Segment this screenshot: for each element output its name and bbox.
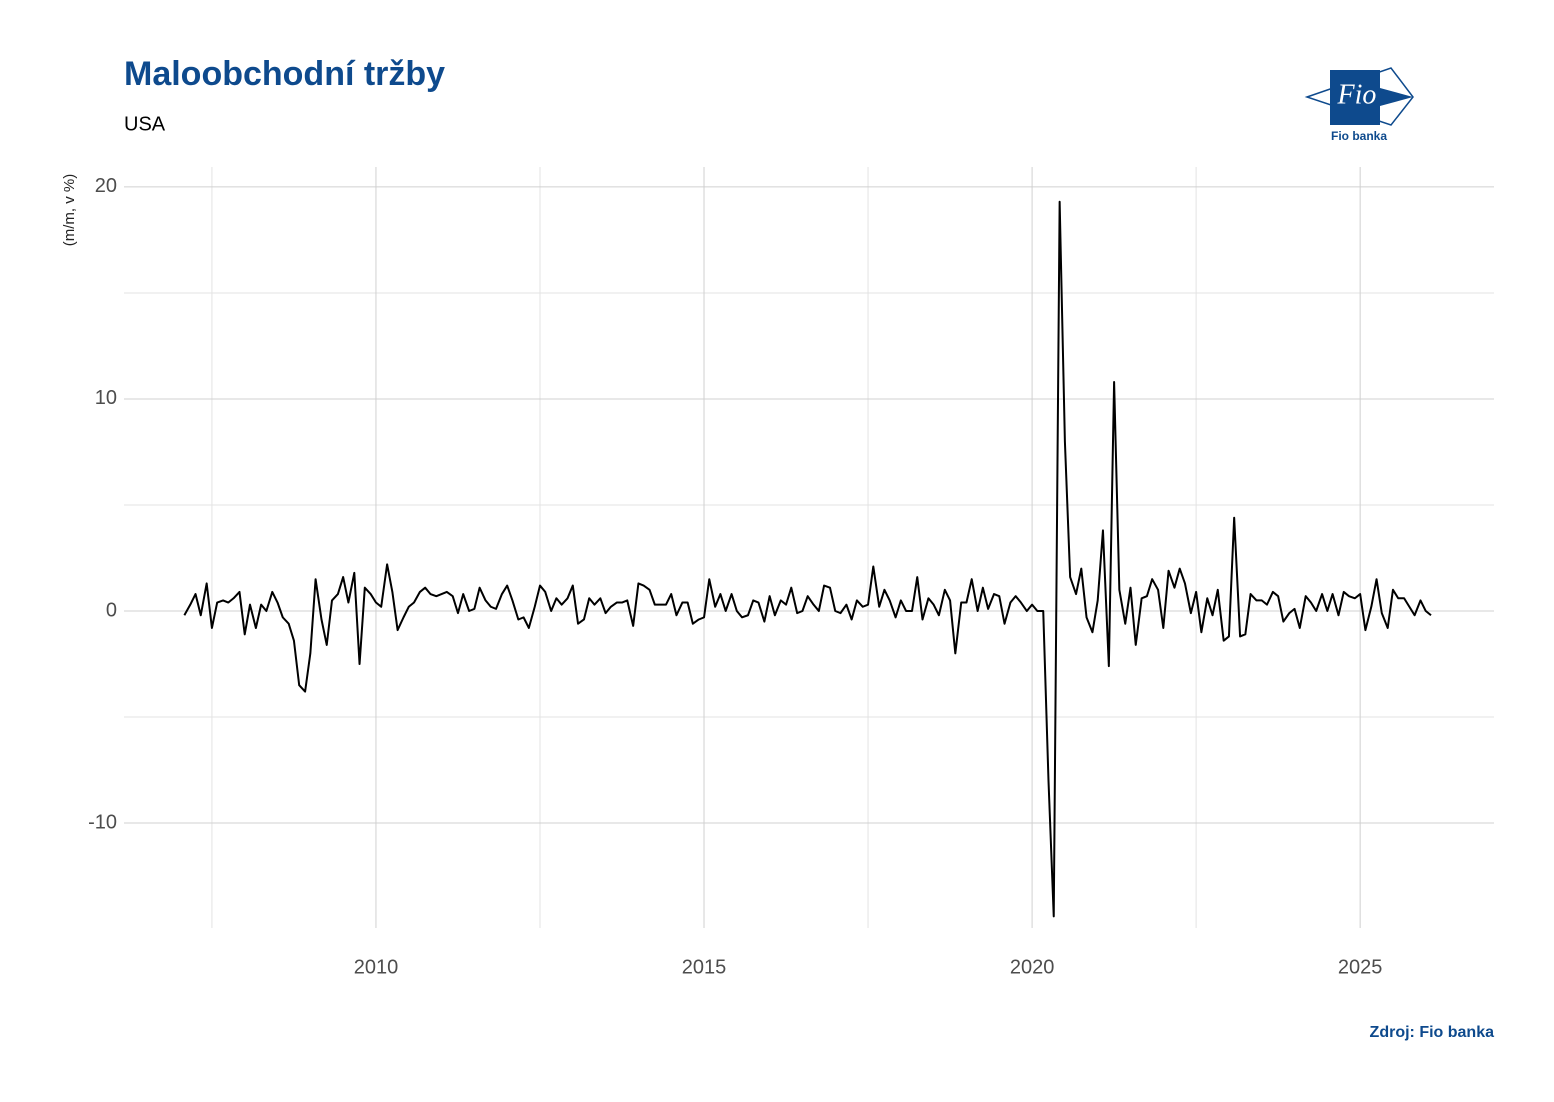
source: Zdroj: Fio banka — [1370, 1024, 1495, 1041]
logo: Fio Fio banka — [1304, 67, 1414, 143]
grid — [124, 167, 1494, 928]
y-axis-label: (m/m, v %) — [61, 174, 78, 247]
logo-caption: Fio banka — [1331, 129, 1387, 143]
y-tick-label: -10 — [88, 811, 117, 833]
logo-arrow — [1380, 88, 1413, 106]
x-tick-label: 2025 — [1338, 956, 1383, 978]
chart-subtitle: USA — [124, 113, 166, 135]
y-tick-label: 0 — [106, 599, 117, 621]
x-tick-label: 2020 — [1010, 956, 1055, 978]
logo-text: Fio — [1337, 79, 1377, 110]
logo-box — [1330, 70, 1380, 125]
line — [183, 200, 1432, 918]
y-tick-label: 10 — [95, 387, 117, 409]
chart-title: Maloobchodní tržby — [124, 55, 445, 93]
x-tick-label: 2015 — [682, 956, 727, 978]
x-tick-label: 2010 — [354, 956, 399, 978]
y-tick-label: 20 — [95, 175, 117, 197]
